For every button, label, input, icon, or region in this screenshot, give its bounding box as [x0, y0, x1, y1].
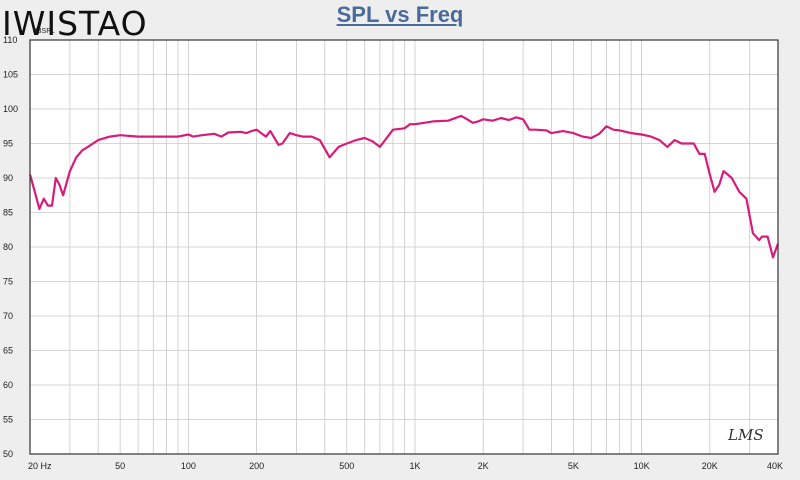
y-tick-label: 65 [3, 346, 13, 356]
grid-layer [29, 39, 779, 455]
x-tick-label: 20 Hz [28, 461, 52, 471]
y-tick-label: 95 [3, 139, 13, 149]
y-tick-label: 80 [3, 242, 13, 252]
y-tick-label: 70 [3, 311, 13, 321]
x-tick-label: 1K [409, 461, 420, 471]
software-watermark: LMS [728, 426, 764, 444]
x-tick-label: 100 [181, 461, 196, 471]
chart-title: SPL vs Freq [336, 2, 464, 27]
spl-curve [28, 114, 780, 259]
y-tick-label: 75 [3, 277, 13, 287]
x-tick-label: 10K [634, 461, 650, 471]
x-tick-label: 50 [115, 461, 125, 471]
x-tick-label: 20K [702, 461, 718, 471]
y-tick-label: 50 [3, 449, 13, 459]
y-tick-label: 60 [3, 380, 13, 390]
y-tick-label: 105 [3, 70, 18, 80]
y-tick-label: 55 [3, 415, 13, 425]
y-tick-label: 100 [3, 104, 18, 114]
x-tick-label: 2K [478, 461, 489, 471]
x-tick-label: 500 [339, 461, 354, 471]
y-tick-label: 90 [3, 173, 13, 183]
x-tick-label: 5K [568, 461, 579, 471]
tick-label-layer: 110 105 100 95 90 85 80 75 70 65 60 55 50 20 Hz 50 100 2… [3, 35, 783, 471]
brand-logo: IWISTAO [2, 4, 148, 43]
y-axis-label: dBSPL [33, 28, 55, 35]
y-tick-label: 85 [3, 208, 13, 218]
x-tick-label: 40K [767, 461, 783, 471]
plot-border [29, 39, 779, 455]
y-tick-label: 110 [3, 35, 17, 45]
x-tick-label: 200 [249, 461, 264, 471]
